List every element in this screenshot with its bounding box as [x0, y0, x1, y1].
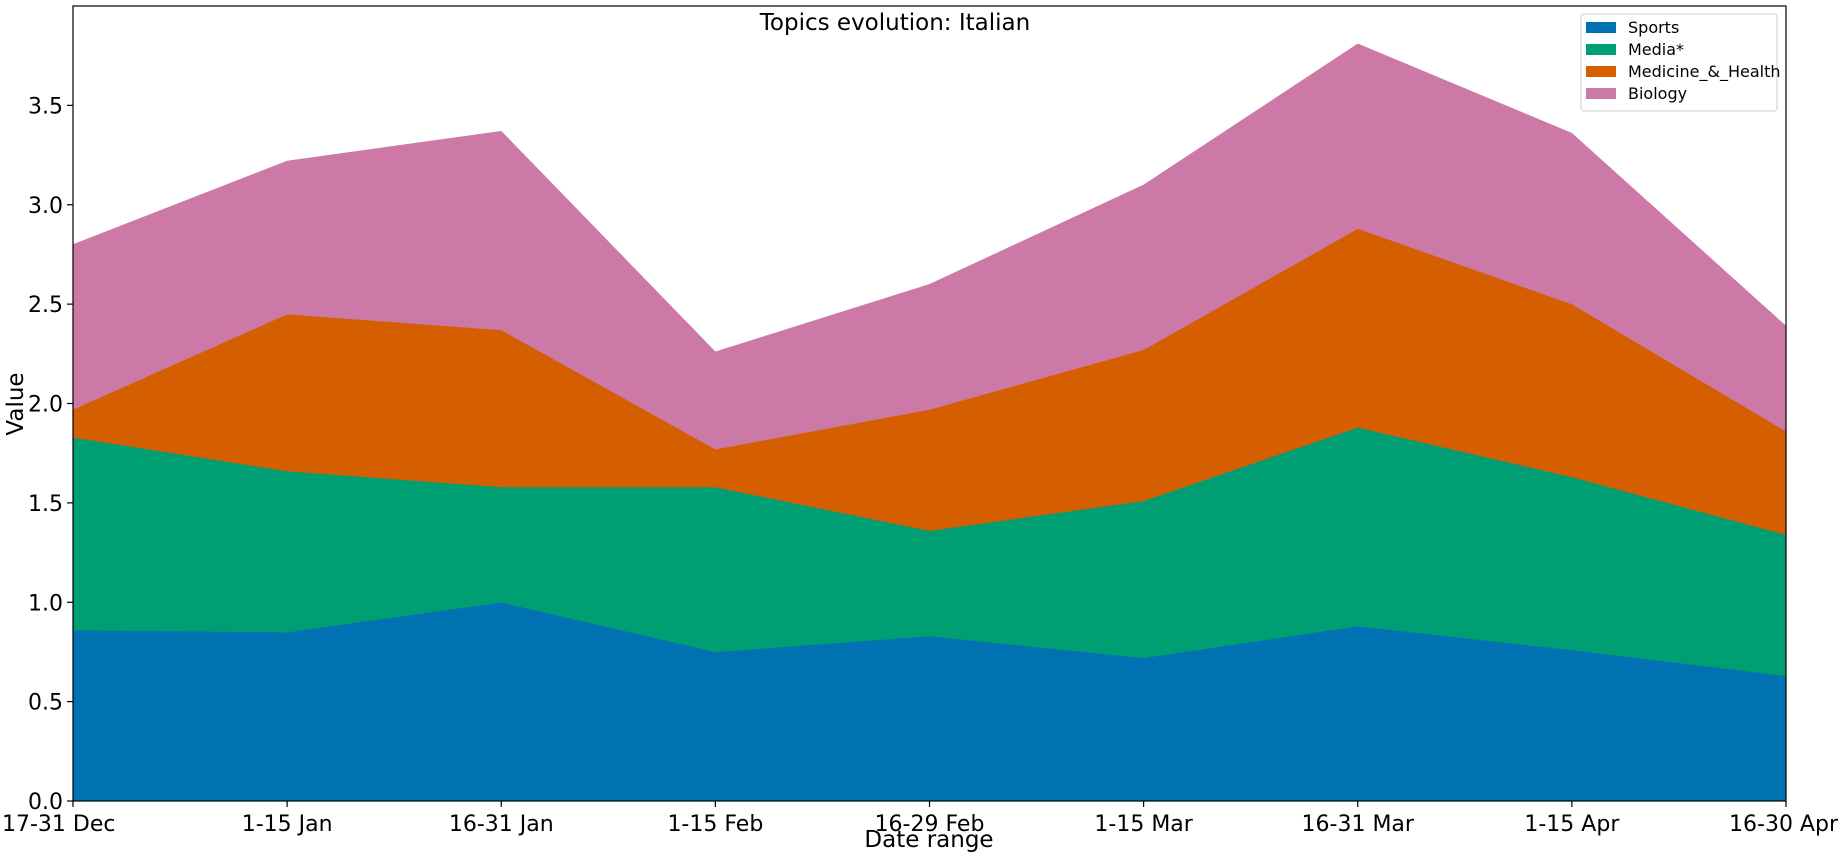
x-tick-label: 16-29 Feb [875, 812, 985, 837]
legend-swatch-biology [1586, 88, 1616, 99]
legend-label-media: Media* [1628, 40, 1684, 59]
x-tick-label: 16-31 Jan [449, 812, 554, 837]
y-tick-label: 0.0 [28, 790, 63, 815]
y-tick-label: 1.0 [28, 591, 63, 616]
chart-title: Topics evolution: Italian [759, 10, 1030, 36]
y-tick-label: 3.5 [28, 94, 63, 119]
legend-swatch-medicine-health [1586, 66, 1616, 77]
legend-box [1580, 13, 1778, 112]
legend-label-biology: Biology [1628, 84, 1687, 103]
x-tick-label: 1-15 Apr [1524, 812, 1620, 837]
legend: Sports Media* Medicine_&_Health Biology [1580, 13, 1781, 112]
y-axis-ticks: 0.0 0.5 1.0 1.5 2.0 2.5 3.0 3.5 [28, 94, 73, 815]
x-tick-label: 16-30 Apr [1729, 812, 1839, 837]
legend-swatch-sports [1586, 22, 1616, 33]
legend-label-medicine-health: Medicine_&_Health [1628, 62, 1781, 82]
legend-label-sports: Sports [1628, 18, 1679, 37]
y-tick-label: 2.5 [28, 293, 63, 318]
x-tick-label: 1-15 Feb [667, 812, 763, 837]
y-tick-label: 1.5 [28, 492, 63, 517]
x-tick-label: 1-15 Jan [242, 812, 333, 837]
x-axis-ticks: 17-31 Dec 1-15 Jan 16-31 Jan 1-15 Feb 16-29 … [2, 801, 1839, 837]
y-tick-label: 0.5 [28, 691, 63, 716]
legend-swatch-media [1586, 44, 1616, 55]
x-tick-label: 16-31 Mar [1302, 812, 1415, 837]
y-tick-label: 2.0 [28, 393, 63, 418]
y-tick-label: 3.0 [28, 194, 63, 219]
x-axis-label: Date range [864, 827, 993, 853]
y-axis-label: Value [3, 372, 29, 435]
x-tick-label: 17-31 Dec [2, 812, 116, 837]
x-tick-label: 1-15 Mar [1094, 812, 1193, 837]
chart-areas [72, 43, 1787, 802]
